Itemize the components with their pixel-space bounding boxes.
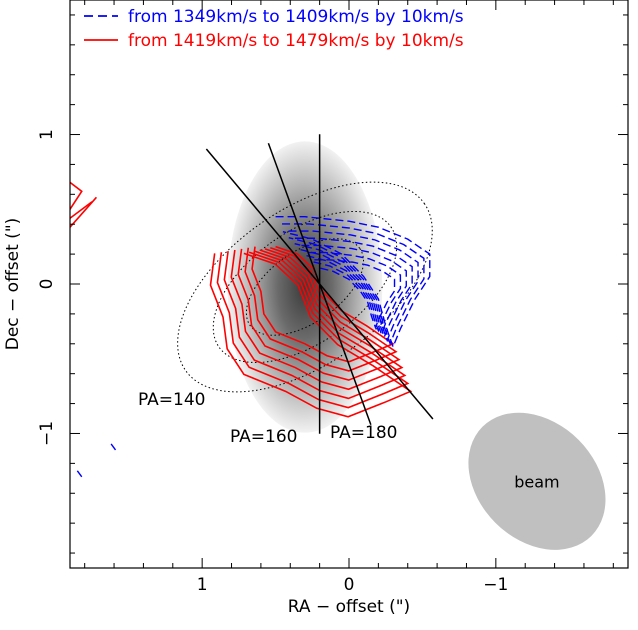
red-contour-fragment bbox=[70, 181, 83, 210]
blue-contour bbox=[314, 259, 396, 330]
x-tick-label: −1 bbox=[483, 575, 508, 595]
y-tick-label: −1 bbox=[37, 421, 57, 446]
plot-area bbox=[70, 134, 606, 550]
red-contour bbox=[216, 251, 410, 409]
blue-contour bbox=[307, 251, 402, 333]
red-contour-fragment bbox=[70, 201, 93, 219]
red-contour bbox=[223, 250, 407, 400]
legend-label-1: from 1419km/s to 1479km/s by 10km/s bbox=[128, 31, 464, 51]
continuum-contour bbox=[245, 238, 365, 336]
legend-label-0: from 1349km/s to 1409km/s by 10km/s bbox=[128, 7, 464, 27]
blue-contour-fragment bbox=[76, 470, 83, 478]
legend: from 1349km/s to 1409km/s by 10km/s from … bbox=[84, 7, 464, 51]
y-tick-label: 0 bbox=[37, 279, 57, 290]
beam-label: beam bbox=[514, 472, 559, 491]
blueshifted-contours bbox=[76, 216, 431, 478]
axis-ticks: 1 0 −1 1 0 −1 bbox=[37, 0, 628, 595]
position-angle-lines bbox=[205, 134, 434, 434]
red-contour bbox=[237, 248, 401, 381]
blue-contour bbox=[288, 230, 419, 343]
pa-label-140: PA=140 bbox=[138, 390, 206, 410]
blue-contour bbox=[282, 223, 425, 346]
blue-contour-fragment bbox=[110, 443, 117, 451]
x-tick-label: 0 bbox=[344, 575, 355, 595]
annotations: PA=140 PA=160 PA=180 beam bbox=[138, 390, 560, 491]
red-contour bbox=[244, 246, 398, 372]
blue-contour bbox=[275, 216, 431, 349]
x-axis-label: RA − offset (") bbox=[288, 597, 410, 617]
x-tick-label: 1 bbox=[197, 575, 208, 595]
pa-label-180: PA=180 bbox=[330, 423, 398, 443]
redshifted-contours bbox=[70, 181, 413, 418]
y-tick-label: 1 bbox=[37, 129, 57, 140]
red-contour-fragment bbox=[70, 196, 98, 228]
red-contour bbox=[230, 249, 404, 391]
beam bbox=[468, 412, 606, 550]
continuum-contour bbox=[177, 181, 433, 393]
y-axis-label: Dec − offset (") bbox=[3, 218, 23, 351]
beam-ellipse bbox=[468, 412, 606, 550]
red-contour bbox=[209, 252, 413, 418]
pa-label-160: PA=160 bbox=[230, 427, 298, 447]
blue-contour bbox=[301, 244, 407, 336]
blue-contour bbox=[294, 237, 413, 340]
